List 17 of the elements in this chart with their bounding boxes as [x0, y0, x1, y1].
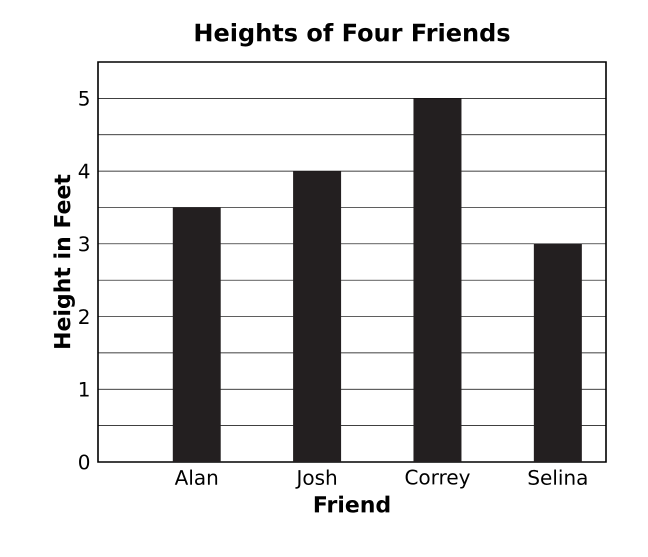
bar	[413, 98, 462, 462]
y-tick-label: 5	[79, 90, 89, 106]
bar	[293, 171, 342, 462]
y-tick-label: 4	[78, 164, 90, 178]
y-tick-label: 3	[79, 236, 89, 252]
chart-title: Heights of Four Friends	[196, 23, 510, 46]
y-tick-label: 2	[79, 309, 88, 324]
bar	[534, 244, 582, 462]
x-tick-label: Josh	[295, 470, 336, 489]
x-tick-label: Correy	[406, 470, 470, 489]
y-tick-label: 0	[79, 454, 90, 470]
x-tick-label: Selina	[528, 470, 587, 486]
x-axis-title: Friend	[314, 496, 390, 513]
y-axis-title: Height in Feet	[53, 174, 75, 348]
bar	[172, 207, 221, 462]
y-tick-label: 1	[80, 382, 89, 397]
x-tick-label: Alan	[174, 470, 218, 486]
